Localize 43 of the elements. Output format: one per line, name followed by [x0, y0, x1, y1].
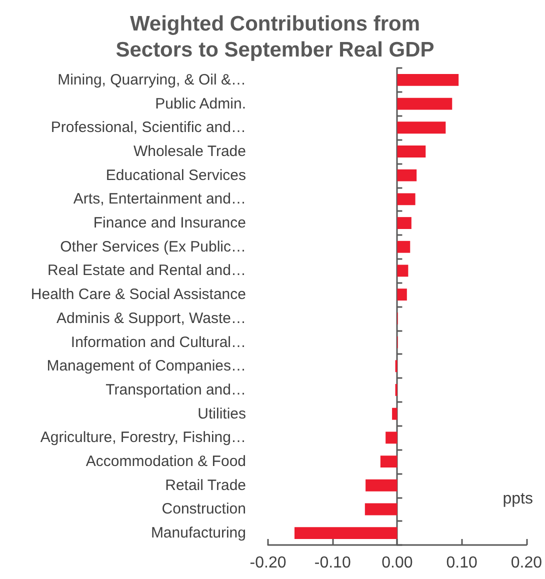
bar	[397, 288, 407, 301]
x-axis-title: ppts	[502, 490, 534, 508]
y-tick-label: Other Services (Ex Public…	[60, 238, 246, 256]
y-tick-label: Public Admin.	[155, 95, 246, 112]
bar	[386, 432, 398, 444]
y-tick-label: Management of Companies…	[46, 358, 246, 375]
y-tick-label: Utilities	[198, 405, 246, 422]
bar	[397, 169, 417, 182]
y-tick-label: Educational Services	[106, 166, 246, 184]
bar	[364, 503, 398, 516]
y-tick-label: Agriculture, Forestry, Fishing…	[40, 429, 246, 446]
y-tick-label: Manufacturing	[150, 524, 246, 542]
bar	[397, 240, 410, 253]
x-tick-label: -0.10	[314, 554, 351, 572]
bar	[397, 193, 416, 206]
y-tick-label: Finance and Insurance	[93, 214, 246, 232]
y-tick-label: Retail Trade	[165, 476, 246, 494]
x-tick-label: 0.00	[382, 554, 413, 572]
y-tick-label: Information and Cultural…	[70, 334, 246, 351]
y-tick-label: Wholesale Trade	[133, 142, 246, 160]
y-tick-label: Mining, Quarrying, & Oil &…	[58, 71, 246, 88]
bar	[397, 122, 446, 134]
bar	[397, 146, 426, 158]
x-tick-label: -0.20	[250, 554, 286, 572]
bar	[380, 456, 398, 468]
y-tick-label: Arts, Entertainment and…	[73, 190, 246, 208]
bar	[397, 264, 408, 277]
y-tick-label: Real Estate and Rental and…	[48, 262, 246, 280]
bar	[397, 217, 412, 229]
y-tick-label: Professional, Scientific and…	[50, 119, 246, 136]
bar	[294, 527, 398, 540]
y-tick-label: Health Care & Social Assistance	[30, 286, 246, 304]
bar	[397, 98, 452, 110]
x-tick-label: 0.10	[446, 554, 478, 572]
y-tick-label: Adminis & Support, Waste…	[56, 310, 246, 327]
bar	[397, 74, 459, 86]
x-tick-label: 0.20	[510, 554, 542, 572]
y-tick-label: Transportation and…	[106, 381, 246, 398]
chart-title: Weighted Contributions from Sectors to September Real GDP	[116, 12, 434, 62]
bar	[366, 479, 398, 492]
bar	[392, 408, 398, 420]
y-tick-label: Construction	[162, 500, 246, 518]
y-tick-label: Accommodation & Food	[86, 453, 246, 470]
